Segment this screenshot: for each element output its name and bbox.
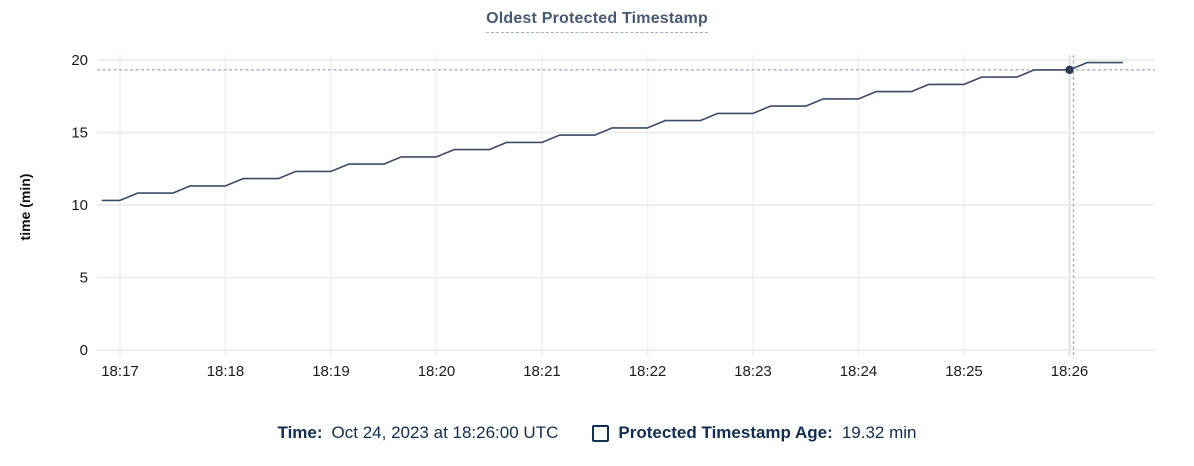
y-tick-label: 20 (71, 52, 88, 69)
legend-time-item: Time: Oct 24, 2023 at 18:26:00 UTC (278, 423, 559, 443)
legend-time-value: Oct 24, 2023 at 18:26:00 UTC (331, 423, 559, 442)
y-tick-label: 15 (71, 125, 88, 142)
protected-timestamp-age-line (101, 61, 1124, 202)
x-tick-label: 18:19 (312, 363, 350, 380)
x-tick-label: 18:23 (734, 363, 772, 380)
y-tick-label: 10 (71, 197, 88, 214)
hover-point-dot (1065, 65, 1074, 75)
legend-series-label: Protected Timestamp Age: (618, 423, 833, 442)
chart-tooltip-legend: Time: Oct 24, 2023 at 18:26:00 UTC Prote… (0, 423, 1194, 443)
x-tick-label: 18:21 (523, 363, 561, 380)
x-tick-label: 18:26 (1051, 363, 1089, 380)
y-axis-label: time (min) (17, 174, 33, 241)
x-tick-label: 18:18 (207, 363, 245, 380)
series-toggle-checkbox[interactable] (592, 424, 610, 442)
x-tick-label: 18:17 (101, 363, 139, 380)
legend-series-item: Protected Timestamp Age: 19.32 min (592, 423, 916, 443)
x-tick-label: 18:22 (629, 363, 667, 380)
chart-title: Oldest Protected Timestamp (486, 10, 708, 33)
chart-header: Oldest Protected Timestamp (0, 10, 1194, 33)
legend-series-value: 19.32 min (841, 423, 917, 442)
legend-time-label: Time: (277, 423, 323, 442)
y-tick-label: 5 (80, 270, 88, 287)
x-tick-label: 18:24 (840, 363, 878, 380)
x-tick-label: 18:20 (418, 363, 456, 380)
y-tick-label: 0 (80, 342, 88, 359)
x-tick-label: 18:25 (945, 363, 983, 380)
